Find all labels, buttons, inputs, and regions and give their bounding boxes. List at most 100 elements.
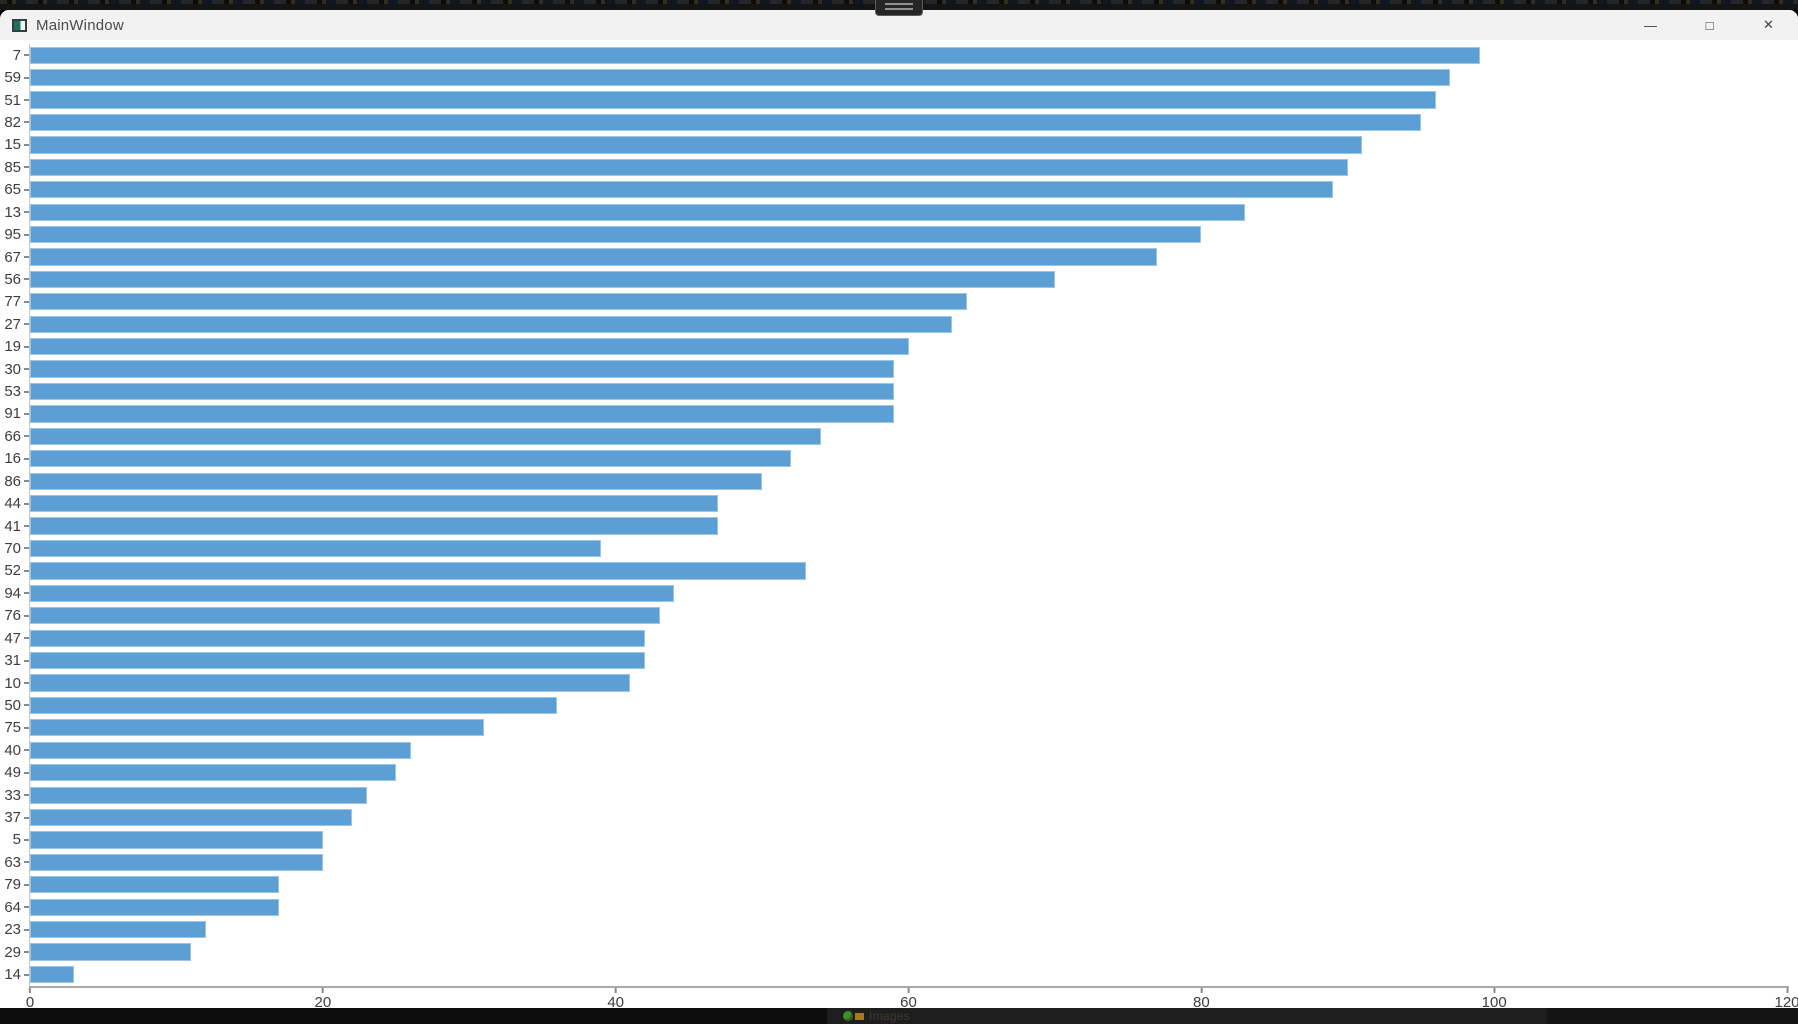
y-tick-label: 56: [4, 270, 21, 288]
bar-row-5: [24, 829, 1787, 851]
bar-64: [30, 898, 279, 916]
y-tick-mark: [24, 838, 29, 841]
bar-row-94: [24, 582, 1787, 604]
x-tick-20: 20: [314, 988, 331, 1008]
bar-row-77: [24, 291, 1787, 313]
bar-10: [30, 674, 631, 692]
bar-77: [30, 293, 968, 311]
background-bottom-strip: Images: [0, 1008, 1798, 1024]
y-tick-mark: [24, 883, 29, 886]
bar-row-64: [24, 896, 1787, 918]
x-tick-120: 120: [1774, 988, 1798, 1008]
minimize-icon: —: [1644, 17, 1657, 33]
bar-row-30: [24, 358, 1787, 380]
close-icon: ✕: [1763, 17, 1774, 32]
bar-59: [30, 69, 1451, 87]
y-tick-label: 82: [4, 113, 21, 131]
bar-19: [30, 338, 909, 356]
bar-row-37: [24, 806, 1787, 828]
y-tick-label: 33: [4, 786, 21, 804]
bar-row-65: [24, 179, 1787, 201]
minimize-button[interactable]: —: [1621, 10, 1680, 40]
y-tick-mark: [24, 816, 29, 819]
bar-65: [30, 181, 1334, 199]
y-tick-label: 19: [4, 338, 21, 356]
y-tick-mark: [24, 54, 29, 57]
y-tick-mark: [24, 278, 29, 281]
x-tick-mark: [1493, 988, 1496, 993]
y-tick-label: 76: [4, 607, 21, 625]
x-tick-label: 120: [1774, 994, 1798, 1008]
y-tick-mark: [24, 771, 29, 774]
bar-row-85: [24, 156, 1787, 178]
x-tick-label: 0: [25, 994, 35, 1008]
x-tick-0: 0: [26, 988, 34, 1008]
background-window-text: Images: [869, 1009, 911, 1023]
bar-row-76: [24, 605, 1787, 627]
bar-row-15: [24, 134, 1787, 156]
bar-row-40: [24, 739, 1787, 761]
y-tick-label: 59: [4, 69, 21, 87]
y-tick-label: 50: [4, 696, 21, 714]
bar-14: [30, 965, 74, 984]
y-tick-mark: [24, 502, 29, 505]
bar-chart: 7 59 51 82 15 85 65 13 95 67 56 77 27 19 30 53 91 66 16 86 4…: [0, 40, 1798, 1008]
bar-85: [30, 158, 1348, 176]
y-tick-label: 86: [4, 472, 21, 490]
bar-row-75: [24, 717, 1787, 739]
x-tick-label: 40: [607, 994, 624, 1008]
bar-row-13: [24, 201, 1787, 223]
y-tick-mark: [24, 569, 29, 572]
x-tick-mark: [1200, 988, 1203, 993]
screen-grab-handle[interactable]: [875, 0, 923, 16]
y-tick-mark: [24, 300, 29, 303]
y-tick-mark: [24, 166, 29, 169]
bar-row-67: [24, 246, 1787, 268]
y-tick-mark: [24, 188, 29, 191]
close-button[interactable]: ✕: [1739, 10, 1798, 40]
y-tick-label: 67: [4, 248, 21, 266]
y-tick-label: 85: [4, 158, 21, 176]
y-tick-mark: [24, 614, 29, 617]
y-tick-mark: [24, 637, 29, 640]
bar-5: [30, 831, 323, 849]
y-tick-mark: [24, 973, 29, 976]
bar-40: [30, 741, 411, 759]
bar-row-7: [24, 44, 1787, 66]
bar-82: [30, 113, 1421, 132]
bar-row-27: [24, 313, 1787, 335]
x-tick-label: 100: [1481, 994, 1507, 1008]
maximize-button[interactable]: □: [1680, 10, 1739, 40]
bar-row-82: [24, 111, 1787, 133]
bar-49: [30, 764, 397, 782]
bar-7: [30, 46, 1480, 64]
bar-15: [30, 136, 1363, 154]
bar-row-16: [24, 448, 1787, 470]
bar-row-59: [24, 66, 1787, 88]
y-tick-label: 23: [4, 921, 21, 939]
y-tick-mark: [24, 928, 29, 931]
bar-67: [30, 248, 1158, 266]
bar-row-86: [24, 470, 1787, 492]
bar-75: [30, 719, 484, 737]
y-tick-mark: [24, 345, 29, 348]
y-tick-label: 77: [4, 293, 21, 311]
bar-row-70: [24, 537, 1787, 559]
y-tick-label: 79: [4, 876, 21, 894]
y-tick-label: 75: [4, 719, 21, 737]
y-tick-label: 40: [4, 741, 21, 759]
y-tick-label: 13: [4, 203, 21, 221]
grab-handle-line: [885, 3, 913, 5]
y-tick-mark: [24, 726, 29, 729]
y-tick-mark: [24, 76, 29, 79]
y-axis-labels: 7 59 51 82 15 85 65 13 95 67 56 77 27 19 30 53 91 66 16 86 4…: [0, 44, 21, 986]
y-tick-label: 47: [4, 629, 21, 647]
bar-37: [30, 808, 353, 827]
bar-row-91: [24, 403, 1787, 425]
bar-53: [30, 382, 894, 401]
green-check-icon: [843, 1011, 853, 1021]
y-tick-mark: [24, 390, 29, 393]
y-tick-label: 30: [4, 360, 21, 378]
x-tick-80: 80: [1193, 988, 1210, 1008]
x-tick-label: 80: [1192, 994, 1210, 1008]
